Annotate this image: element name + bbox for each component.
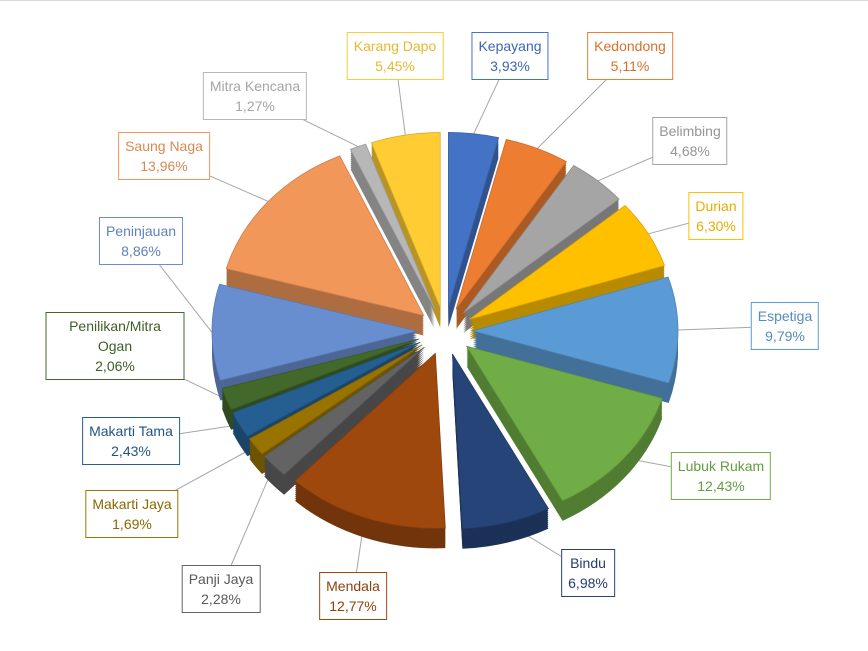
- label-value: 1,69%: [112, 516, 152, 532]
- label-value: 6,30%: [696, 218, 736, 234]
- label-name: Saung Naga: [125, 138, 203, 154]
- label-value: 4,68%: [670, 143, 710, 159]
- slice: [349, 143, 435, 310]
- data-label: Belimbing 4,68%: [652, 117, 728, 165]
- data-label: Panji Jaya 2,28%: [181, 565, 261, 613]
- slice: [452, 353, 549, 530]
- label-name: Karang Dapo: [353, 38, 437, 54]
- label-name: Panji Jaya: [188, 571, 254, 587]
- data-label: Durian 6,30%: [688, 192, 744, 240]
- data-label: Mitra Kencana 1,27%: [202, 72, 308, 120]
- data-label: Lubuk Rukam 12,43%: [670, 452, 772, 500]
- label-name: Makarti Tama: [89, 423, 173, 439]
- slice: [370, 132, 441, 308]
- label-name: Makarti Jaya: [92, 496, 172, 512]
- label-value: 5,45%: [375, 58, 415, 74]
- slice: [463, 164, 620, 314]
- slice: [211, 283, 418, 381]
- slice: [263, 346, 425, 476]
- data-label: Makarti Jaya 1,69%: [85, 490, 179, 538]
- label-name: Lubuk Rukam: [677, 458, 765, 474]
- data-label: Kepayang 3,93%: [471, 32, 549, 80]
- slice: [248, 344, 423, 455]
- slice: [465, 345, 663, 502]
- slice: [225, 155, 425, 317]
- label-value: 1,27%: [235, 98, 275, 114]
- data-label: Penilikan/Mitra Ogan 2,06%: [45, 312, 185, 380]
- data-label: Karang Dapo 5,45%: [346, 32, 444, 80]
- slice: [469, 204, 666, 320]
- label-name: Bindu: [570, 555, 606, 571]
- slice: [232, 341, 421, 437]
- data-label: Makarti Tama 2,43%: [82, 417, 180, 465]
- label-name: Kepayang: [478, 38, 542, 54]
- slice: [294, 352, 446, 529]
- data-label: Saung Naga 13,96%: [118, 132, 210, 180]
- data-label: Peninjauan 8,86%: [98, 217, 184, 265]
- label-value: 9,79%: [765, 328, 805, 344]
- label-value: 12,77%: [329, 598, 377, 614]
- label-name: Belimbing: [659, 123, 721, 139]
- label-name: Durian: [695, 198, 737, 214]
- slice: [455, 138, 567, 310]
- label-value: 2,06%: [95, 358, 135, 374]
- data-label: Kedondong 5,11%: [587, 32, 673, 80]
- label-value: 3,93%: [490, 58, 530, 74]
- label-name: Mendala: [326, 578, 380, 594]
- label-name: Penilikan/Mitra Ogan: [69, 318, 161, 354]
- slice: [448, 131, 500, 308]
- label-name: Espetiga: [757, 308, 813, 324]
- data-label: Bindu 6,98%: [561, 549, 615, 597]
- label-name: Mitra Kencana: [209, 78, 301, 94]
- label-value: 8,86%: [121, 243, 161, 259]
- label-value: 6,98%: [568, 575, 608, 591]
- label-value: 5,11%: [610, 58, 650, 74]
- data-label: Mendala 12,77%: [319, 572, 387, 620]
- label-name: Peninjauan: [105, 223, 177, 239]
- slice-tops: [211, 131, 679, 530]
- slice: [471, 276, 679, 384]
- label-value: 2,28%: [201, 591, 241, 607]
- slice: [221, 338, 419, 411]
- data-label: Espetiga 9,79%: [750, 302, 820, 350]
- label-value: 12,43%: [697, 478, 745, 494]
- label-value: 2,43%: [111, 443, 151, 459]
- label-value: 13,96%: [140, 158, 188, 174]
- label-name: Kedondong: [594, 38, 666, 54]
